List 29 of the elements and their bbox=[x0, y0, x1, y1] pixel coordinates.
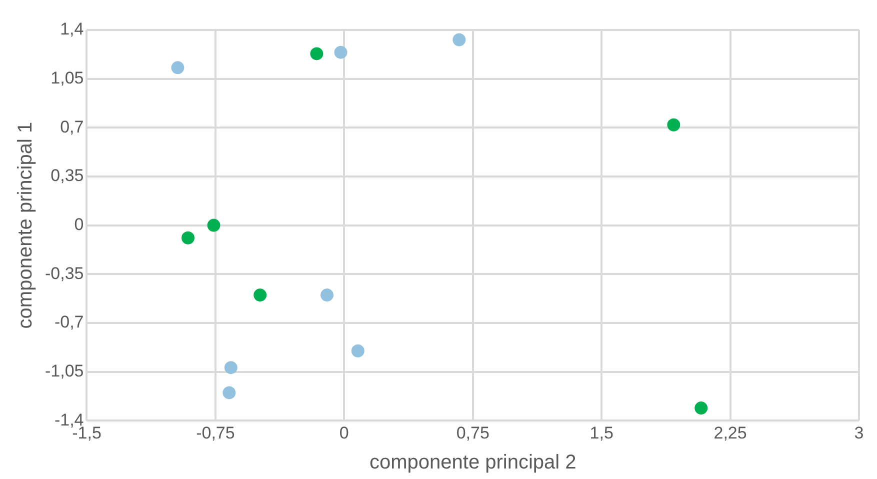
x-tick-label: 1,5 bbox=[590, 423, 614, 442]
y-tick-label: -0,35 bbox=[45, 264, 84, 283]
y-tick-label: 0,7 bbox=[60, 117, 84, 136]
point bbox=[254, 288, 267, 302]
point bbox=[694, 402, 708, 415]
point bbox=[667, 118, 680, 132]
y-tick-label: 0 bbox=[74, 214, 84, 234]
point bbox=[334, 46, 348, 59]
point bbox=[207, 218, 220, 232]
y-axis-title: componente principal 1 bbox=[14, 122, 37, 329]
point bbox=[310, 47, 324, 60]
point bbox=[222, 386, 236, 400]
point bbox=[224, 361, 238, 374]
y-tick-label: -1,05 bbox=[45, 361, 84, 380]
point bbox=[182, 231, 194, 244]
point bbox=[452, 33, 466, 46]
x-tick-label: 3 bbox=[854, 423, 864, 442]
y-tick-label: 0,35 bbox=[50, 166, 84, 186]
x-tick-label: 0,75 bbox=[456, 423, 490, 442]
y-tick-label: -0,7 bbox=[54, 312, 84, 332]
x-tick-label: 0 bbox=[339, 423, 349, 442]
x-tick-label: -0,75 bbox=[196, 423, 235, 442]
y-tick-label: 1,05 bbox=[50, 68, 84, 88]
point bbox=[320, 288, 334, 302]
x-axis-title: componente principal 2 bbox=[369, 452, 576, 474]
y-tick-label: 1,4 bbox=[60, 20, 84, 39]
point bbox=[171, 61, 184, 74]
x-tick-label: 2,25 bbox=[714, 423, 747, 442]
point bbox=[351, 344, 364, 358]
